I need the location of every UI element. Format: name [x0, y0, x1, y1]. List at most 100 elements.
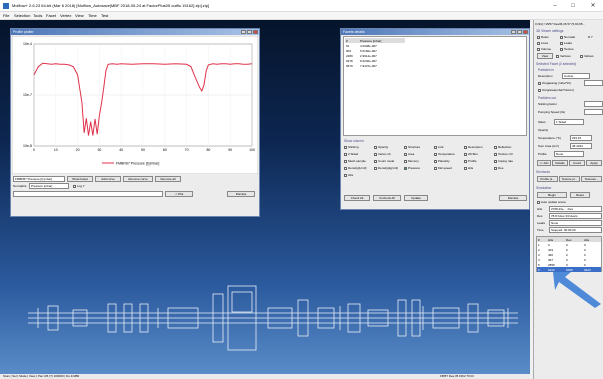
table-row[interactable]: 9679 7.9437e-007 — [346, 64, 377, 68]
table-row[interactable]: 2489 2.9914e-007 — [346, 54, 377, 58]
advanced-button[interactable]: << Adv — [537, 160, 551, 166]
checkbox-des[interactable]: Des. — [494, 166, 504, 170]
checkbox-planarity[interactable]: Planarity — [434, 159, 450, 163]
checkbox-area[interactable]: Area — [404, 152, 414, 156]
col-header-pressure[interactable]: Pressure [mbar] — [360, 39, 382, 43]
table-row[interactable]: 903 5.0160e-007 — [346, 49, 377, 53]
menu-file[interactable]: File — [3, 13, 10, 18]
checkbox-texture-uv[interactable]: Texture UV — [494, 152, 513, 156]
remove-curve-button[interactable]: Remove curve — [123, 176, 153, 182]
checkbox-2d-box[interactable]: 2D Box — [464, 152, 478, 156]
checkbox-mesh-sample[interactable]: Mesh sample — [344, 159, 366, 163]
menu-test[interactable]: Test — [101, 13, 109, 18]
table-row[interactable]: 5 2895 0 0 — [538, 263, 586, 267]
vertices-checkbox[interactable]: Vertices — [556, 54, 571, 58]
sticking-input[interactable] — [584, 101, 603, 107]
normals-checkbox[interactable]: Normals — [560, 35, 575, 39]
menu-selection[interactable]: Selection — [14, 13, 31, 18]
window-minimize-icon[interactable] — [241, 30, 246, 34]
outgassing-radio[interactable]: Outgassing (mbar*l/s) — [538, 81, 571, 85]
checkbox-vertex-nb[interactable]: Vertex nb — [374, 152, 391, 156]
coord-button[interactable]: Coord — [569, 160, 585, 166]
details-button[interactable]: Details — [552, 160, 568, 166]
window-minimize-icon[interactable] — [511, 30, 516, 34]
temperature-input[interactable]: 293.15 — [570, 135, 592, 141]
checkbox-density-kg[interactable]: Density[kg/m3] — [374, 166, 398, 170]
normalize-select[interactable]: Pressure [mbar] — [29, 183, 69, 189]
checkbox-profile[interactable]: Profile — [464, 159, 477, 163]
remove-all-button[interactable]: Remove all — [155, 176, 181, 182]
profile-plotter-shortcut[interactable]: Profile pl... — [537, 176, 558, 182]
apply-button[interactable]: Apply — [586, 160, 602, 166]
profile-select[interactable]: None — [554, 151, 584, 157]
checkbox-memory[interactable]: Memory — [404, 159, 419, 163]
outgassing-input[interactable] — [584, 80, 603, 86]
add-curve-button[interactable]: Add curve — [95, 176, 121, 182]
table-row[interactable]: 3 460 0 0 — [538, 253, 586, 257]
plot-button[interactable]: -> Plot — [165, 191, 193, 197]
texture-plotter-shortcut[interactable]: Texture pl... — [559, 176, 580, 182]
checkbox-desorption[interactable]: Desorption — [464, 145, 483, 149]
window-close-icon[interactable] — [523, 30, 528, 34]
menu-vertex[interactable]: Vertex — [60, 13, 72, 18]
checkbox-sticking[interactable]: Sticking — [344, 145, 359, 149]
volume-checkbox[interactable]: Volume — [537, 47, 551, 51]
checkbox-imping-rate[interactable]: Imping rate — [494, 159, 513, 163]
window-maximize-icon[interactable] — [517, 30, 522, 34]
checkbox-link[interactable]: Link — [434, 145, 444, 149]
rules-checkbox[interactable]: Rules — [537, 35, 549, 39]
close-button[interactable]: ✕ — [590, 3, 596, 9]
lines-checkbox[interactable]: Lines — [537, 41, 548, 45]
begin-button[interactable]: Begin — [537, 192, 567, 198]
update-button[interactable]: Update — [404, 195, 428, 201]
facet-select[interactable]: FMBFB7 Pressure [l] [mbar] — [13, 176, 65, 182]
window-close-icon[interactable] — [253, 30, 258, 34]
checkbox-hits[interactable]: Hits — [464, 166, 473, 170]
auto-update-checkbox[interactable]: Auto update scene — [537, 200, 566, 204]
formula-input[interactable] — [13, 191, 163, 197]
checkbox-pressure[interactable]: Pressure — [404, 166, 420, 170]
checkbox-2-sided[interactable]: 2 Sided — [344, 152, 358, 156]
maximize-button[interactable]: □ — [571, 3, 575, 9]
3d-viewport[interactable]: Profile plotter 10e-4 10e-7 10e-8 0 10 20 30 4… — [0, 20, 530, 374]
window-maximize-icon[interactable] — [247, 30, 252, 34]
menu-time[interactable]: Time — [88, 13, 97, 18]
checkbox-reflection[interactable]: Reflection — [494, 145, 511, 149]
indices-checkbox[interactable]: Indices — [580, 54, 594, 58]
facets-table[interactable]: # Pressure [mbar] 91 4.0938e-007 903 5.0160… — [343, 36, 527, 136]
leaks-checkbox[interactable]: Leaks — [560, 41, 572, 45]
checkbox-opacity[interactable]: Opacity — [374, 145, 388, 149]
table-row-selected[interactable]: 6 9223 9485 9223 — [537, 267, 601, 272]
uncheck-all-button[interactable]: Uncheck All — [373, 195, 401, 201]
menu-view[interactable]: View — [75, 13, 84, 18]
desorption-select[interactable]: Cosine — [562, 73, 590, 79]
checkbox-mol-speed[interactable]: Mol.speed — [434, 166, 452, 170]
table-row[interactable]: 9278 9.0240e-007 — [346, 59, 377, 63]
reset-button[interactable]: Reset — [570, 192, 590, 198]
col-header-index[interactable]: # — [346, 39, 348, 43]
textures-shortcut[interactable]: Textures... — [581, 176, 602, 182]
sides-select[interactable]: 1 Sided — [554, 119, 584, 125]
minimize-button[interactable]: – — [553, 3, 557, 9]
texture-checkbox[interactable]: Texture — [560, 47, 574, 51]
show-facet-button[interactable]: Show Facet — [67, 176, 93, 182]
checkbox-temperature[interactable]: Temperature — [434, 152, 455, 156]
table-row[interactable]: 4 397 0 0 — [538, 258, 586, 262]
checkbox-density-m3[interactable]: Density[1/m3] — [344, 166, 366, 170]
view-button[interactable]: View — [537, 53, 553, 59]
menu-facet[interactable]: Facet — [46, 13, 57, 18]
pumping-input[interactable] — [584, 109, 603, 115]
profile-dismiss-button[interactable]: Dismiss — [227, 191, 255, 197]
area-input[interactable]: 38.4234 — [570, 143, 592, 149]
table-row[interactable]: 2 403 0 0 — [538, 248, 586, 252]
logy-checkbox[interactable]: Log Y — [73, 184, 85, 188]
outgassing-area-radio[interactable]: Outg/area(mbar*l/s/cm²) — [538, 88, 574, 92]
menu-tools[interactable]: Tools — [33, 13, 43, 18]
checkbox-abs[interactable]: Abs — [344, 173, 353, 177]
check-all-button[interactable]: Check All — [344, 195, 370, 201]
checkbox-count-mode[interactable]: Count mode — [374, 159, 394, 163]
facets-dismiss-button[interactable]: Dismiss — [499, 195, 527, 201]
checkbox-structure[interactable]: Structure — [404, 145, 420, 149]
